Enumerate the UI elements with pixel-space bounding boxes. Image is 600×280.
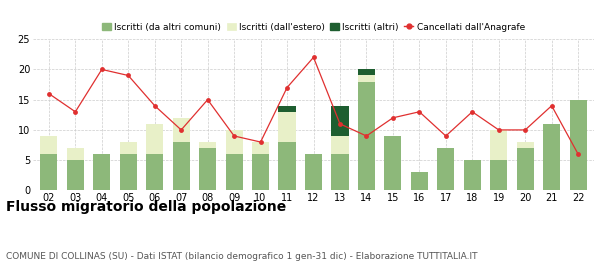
Bar	[119, 142, 137, 154]
Bar	[358, 76, 375, 81]
Text: Flusso migratorio della popolazione: Flusso migratorio della popolazione	[6, 200, 286, 214]
Bar	[278, 142, 296, 190]
Bar	[252, 142, 269, 154]
Bar	[517, 148, 534, 190]
Bar	[543, 124, 560, 190]
Bar	[490, 160, 508, 190]
Bar	[146, 124, 163, 154]
Bar	[331, 106, 349, 136]
Bar	[252, 154, 269, 190]
Bar	[437, 148, 454, 190]
Bar	[384, 136, 401, 190]
Bar	[278, 106, 296, 112]
Bar	[517, 142, 534, 148]
Bar	[358, 69, 375, 76]
Legend: Iscritti (da altri comuni), Iscritti (dall'estero), Iscritti (altri), Cancellati: Iscritti (da altri comuni), Iscritti (da…	[102, 23, 525, 32]
Bar	[199, 142, 216, 148]
Bar	[40, 154, 58, 190]
Bar	[411, 172, 428, 190]
Bar	[464, 160, 481, 190]
Bar	[226, 154, 243, 190]
Bar	[331, 154, 349, 190]
Bar	[226, 130, 243, 154]
Bar	[67, 148, 84, 160]
Bar	[67, 160, 84, 190]
Bar	[146, 154, 163, 190]
Bar	[173, 118, 190, 142]
Bar	[119, 154, 137, 190]
Bar	[490, 130, 508, 160]
Bar	[93, 154, 110, 190]
Bar	[569, 100, 587, 190]
Bar	[358, 81, 375, 190]
Bar	[173, 142, 190, 190]
Bar	[278, 112, 296, 142]
Bar	[331, 136, 349, 154]
Bar	[199, 148, 216, 190]
Text: COMUNE DI COLLINAS (SU) - Dati ISTAT (bilancio demografico 1 gen-31 dic) - Elabo: COMUNE DI COLLINAS (SU) - Dati ISTAT (bi…	[6, 252, 478, 261]
Bar	[305, 154, 322, 190]
Bar	[40, 136, 58, 154]
